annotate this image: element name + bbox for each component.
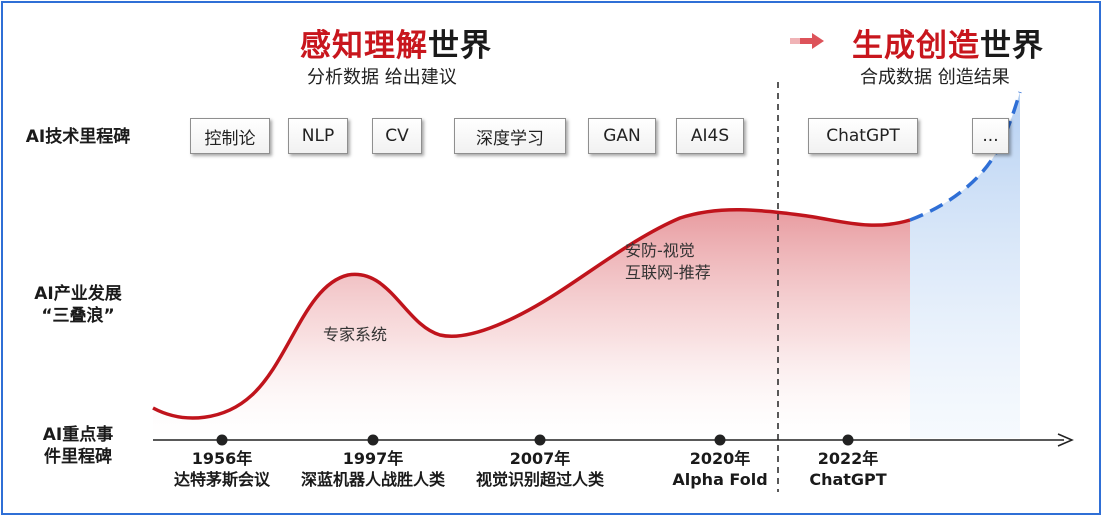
row-label-tech-milestones: AI技术里程碑 — [25, 127, 131, 147]
event-name: ChatGPT — [809, 470, 887, 489]
transition-arrow-icon — [790, 33, 824, 49]
event-2022: 2022年 ChatGPT — [809, 448, 886, 490]
row-label-events-line1: AI重点事 — [42, 425, 114, 445]
event-1997: 1997年 深蓝机器人战胜人类 — [301, 448, 445, 490]
header-left-subtitle: 分析数据 给出建议 — [307, 67, 457, 88]
row-label-industry-line2: “三叠浪” — [41, 306, 115, 326]
event-name: Alpha Fold — [672, 470, 768, 489]
header-perceive-understand: 感知理解世界 — [300, 20, 492, 65]
header-right-subtitle: 合成数据 创造结果 — [860, 67, 1010, 88]
row-label-events-line2: 件里程碑 — [44, 447, 112, 467]
event-dot-2020 — [714, 434, 726, 446]
event-2007: 2007年 视觉识别超过人类 — [476, 448, 604, 490]
event-dot-1956 — [216, 434, 228, 446]
header-right-red-text: 生成创造 — [852, 28, 980, 64]
wave-curve — [152, 208, 911, 420]
future-area-fill — [910, 92, 1020, 438]
event-dot-1997 — [367, 434, 379, 446]
event-year: 2022年 — [817, 449, 879, 468]
event-dot-2007 — [534, 434, 546, 446]
note-security-vision: 安防-视觉 — [625, 241, 695, 260]
event-1956: 1956年 达特茅斯会议 — [174, 448, 270, 490]
event-year: 1997年 — [342, 449, 404, 468]
note-internet-recommendation: 互联网-推荐 — [625, 263, 711, 282]
header-left-red-text: 感知理解 — [300, 28, 428, 64]
header-generate-create: 生成创造世界 — [852, 20, 1044, 65]
event-year: 2007年 — [509, 449, 571, 468]
event-year: 1956年 — [191, 449, 253, 468]
header-left-black-text: 世界 — [428, 28, 492, 64]
milestone-more: ... — [972, 118, 1009, 154]
event-2020: 2020年 Alpha Fold — [672, 448, 767, 490]
note-expert-systems: 专家系统 — [323, 325, 388, 344]
event-name: 视觉识别超过人类 — [475, 470, 605, 489]
row-label-industry: AI产业发展 “三叠浪” — [14, 283, 142, 327]
wave-area-fill — [153, 209, 910, 438]
event-name: 达特茅斯会议 — [173, 470, 271, 489]
milestone-cv: CV — [372, 118, 422, 154]
header-right-black-text: 世界 — [980, 28, 1044, 64]
milestone-chatgpt: ChatGPT — [808, 118, 918, 154]
event-year: 2020年 — [689, 449, 751, 468]
note-security-internet: 安防-视觉 互联网-推荐 — [625, 240, 711, 284]
event-name: 深蓝机器人战胜人类 — [300, 470, 446, 489]
event-dot-2022 — [842, 434, 854, 446]
milestone-nlp: NLP — [288, 118, 348, 154]
row-label-events: AI重点事 件里程碑 — [14, 424, 142, 468]
row-label-industry-line1: AI产业发展 — [34, 284, 122, 304]
milestone-gan: GAN — [588, 118, 656, 154]
milestone-ai4s: AI4S — [676, 118, 744, 154]
timeline-arrowhead — [1057, 433, 1074, 447]
milestone-cybernetics: 控制论 — [190, 118, 270, 154]
milestone-deep-learning: 深度学习 — [454, 118, 566, 154]
